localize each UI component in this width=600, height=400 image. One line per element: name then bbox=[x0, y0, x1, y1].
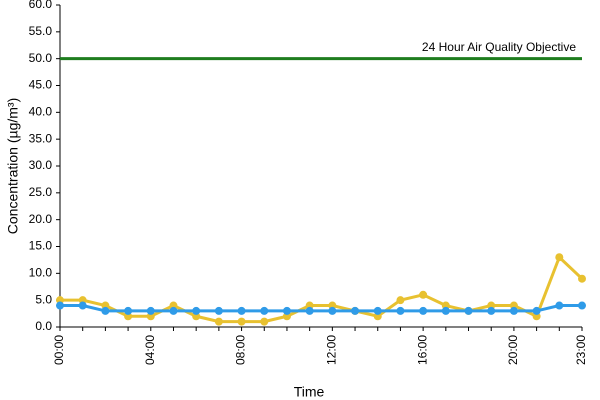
x-tick-label: 04:00 bbox=[143, 335, 157, 365]
x-tick-label: 12:00 bbox=[325, 335, 339, 365]
y-tick-label: 10.0 bbox=[29, 266, 53, 280]
data-point bbox=[260, 317, 269, 326]
data-point bbox=[373, 306, 382, 315]
objective-label: 24 Hour Air Quality Objective bbox=[422, 40, 576, 54]
data-point bbox=[260, 306, 269, 315]
data-point bbox=[532, 306, 541, 315]
data-point bbox=[56, 301, 64, 310]
x-tick-label: 23:00 bbox=[574, 335, 588, 365]
data-point bbox=[78, 301, 87, 310]
y-tick-label: 55.0 bbox=[29, 24, 53, 38]
data-point bbox=[328, 306, 337, 315]
y-tick-label: 30.0 bbox=[29, 158, 53, 172]
data-point bbox=[124, 306, 133, 315]
x-tick-label: 20:00 bbox=[506, 335, 520, 365]
y-tick-label: 5.0 bbox=[35, 292, 52, 306]
data-point bbox=[214, 306, 223, 315]
data-point bbox=[305, 306, 314, 315]
data-point bbox=[192, 306, 201, 315]
x-tick-label: 08:00 bbox=[234, 335, 248, 365]
y-tick-label: 25.0 bbox=[29, 185, 53, 199]
data-point bbox=[351, 306, 360, 315]
data-point bbox=[464, 306, 473, 315]
y-tick-label: 20.0 bbox=[29, 212, 53, 226]
y-tick-label: 35.0 bbox=[29, 131, 53, 145]
data-point bbox=[578, 274, 586, 283]
data-point bbox=[101, 306, 110, 315]
y-axis-label: Concentration (µg/m³) bbox=[5, 98, 21, 234]
y-tick-label: 50.0 bbox=[29, 51, 53, 65]
data-point bbox=[555, 301, 564, 310]
data-point bbox=[419, 306, 428, 315]
data-point bbox=[169, 306, 178, 315]
data-point bbox=[396, 296, 405, 305]
data-point bbox=[396, 306, 405, 315]
data-point bbox=[282, 306, 291, 315]
data-point bbox=[555, 253, 564, 262]
data-point bbox=[441, 306, 450, 315]
data-point bbox=[237, 317, 246, 326]
data-point bbox=[146, 306, 155, 315]
y-tick-label: 60.0 bbox=[29, 0, 53, 11]
y-tick-label: 45.0 bbox=[29, 78, 53, 92]
x-tick-label: 16:00 bbox=[415, 335, 429, 365]
x-tick-label: 00:00 bbox=[52, 335, 66, 365]
y-tick-label: 0.0 bbox=[35, 319, 52, 333]
data-point bbox=[214, 317, 223, 326]
data-point bbox=[578, 301, 586, 310]
x-axis-label: Time bbox=[294, 384, 325, 400]
y-tick-label: 15.0 bbox=[29, 239, 53, 253]
data-point bbox=[419, 290, 428, 299]
y-tick-label: 40.0 bbox=[29, 105, 53, 119]
data-point bbox=[237, 306, 246, 315]
data-point bbox=[487, 306, 496, 315]
data-point bbox=[509, 306, 518, 315]
